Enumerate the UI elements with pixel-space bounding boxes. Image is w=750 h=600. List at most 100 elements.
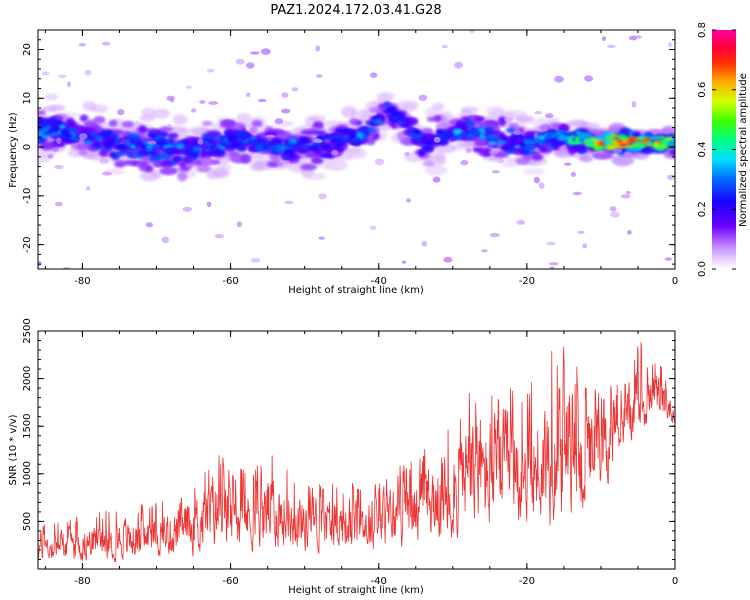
spectrogram-cell xyxy=(546,241,556,246)
spectrogram-cell xyxy=(634,35,643,39)
spectrogram-cell xyxy=(556,135,566,141)
spectrogram-cell xyxy=(201,120,213,127)
spectrogram-cell xyxy=(374,158,385,166)
spectrogram-cell xyxy=(251,136,258,140)
spectrogram-cell xyxy=(167,123,172,128)
spectrogram-cell xyxy=(442,132,450,138)
spectrogram-cell xyxy=(668,140,675,146)
spectrogram-cell xyxy=(469,30,475,33)
spectrogram-cell xyxy=(584,139,594,146)
spectrogram-cell xyxy=(366,138,376,146)
x-tick-label: -80 xyxy=(74,576,90,587)
spectrogram-cell xyxy=(151,108,171,119)
spectrogram-cell xyxy=(79,137,85,145)
spectrogram-cell xyxy=(102,41,111,46)
spectrogram-cell xyxy=(584,75,594,82)
spectrogram-cell xyxy=(52,147,59,152)
spectrogram-cell xyxy=(76,143,90,151)
spectrogram-cell xyxy=(284,200,294,205)
spectrogram-cell xyxy=(117,109,125,116)
spectrogram-cell xyxy=(219,119,236,126)
spectrogram-cell xyxy=(250,258,261,263)
spectrogram-cell xyxy=(294,145,300,151)
spectrogram-cell xyxy=(274,118,284,124)
spectrogram-heatmap xyxy=(38,30,675,269)
spectrogram-cell xyxy=(662,127,675,135)
spectrogram-cell xyxy=(159,166,178,176)
spectrogram-cell xyxy=(504,117,514,123)
spectrogram-cell xyxy=(516,219,526,225)
spectrogram-cell xyxy=(176,143,185,150)
spectrogram-cell xyxy=(422,161,435,167)
spectrogram-cell xyxy=(206,201,212,208)
x-tick-label: -20 xyxy=(519,276,535,287)
spectrogram-cell xyxy=(425,140,434,146)
spectrogram-cell xyxy=(84,70,92,76)
spectrogram-cell xyxy=(473,116,485,122)
spectrogram-cell xyxy=(93,116,106,124)
spectrogram-cell xyxy=(153,152,159,157)
spectrogram-cell xyxy=(601,36,607,41)
spectrogram-cell xyxy=(412,134,421,140)
spectrogram-cell xyxy=(376,92,396,100)
spectrogram-cell xyxy=(40,106,58,113)
spectrogram-cell xyxy=(197,138,204,145)
spectrogram-cell xyxy=(612,148,623,154)
spectrogram-cell xyxy=(548,262,559,266)
spectrogram-cell xyxy=(395,100,420,110)
spectrogram-cell xyxy=(182,206,192,212)
spectrogram-cell xyxy=(305,137,313,145)
spectrogram-cell xyxy=(609,206,617,212)
spectrogram-cell xyxy=(125,141,131,147)
spectrogram-cell xyxy=(578,137,585,143)
spectrogram-cell xyxy=(199,100,206,104)
spectrogram-cell xyxy=(498,116,507,126)
spectrogram-cell xyxy=(246,92,251,98)
spectrogram-cell xyxy=(275,130,292,140)
spectrogram-cell xyxy=(145,222,153,228)
spectrogram-cell xyxy=(606,44,616,48)
snr-y-axis-label: SNR (10 * v/v) xyxy=(8,414,19,485)
spectrogram-cell xyxy=(111,133,120,139)
spectrogram-cell xyxy=(265,134,276,138)
spectrogram-cell xyxy=(611,154,635,167)
spectrogram-cell xyxy=(266,161,278,168)
spectrogram-cell xyxy=(576,122,600,129)
x-tick-label: 0 xyxy=(672,576,678,587)
spectrogram-cell xyxy=(59,124,66,129)
spectrogram-cell xyxy=(497,139,506,146)
spectrogram-cell xyxy=(386,108,394,113)
spectrogram-cell xyxy=(329,138,340,142)
spectrogram-cell xyxy=(355,136,361,143)
spectrogram-cell xyxy=(432,176,441,183)
spectrogram-cell xyxy=(179,157,185,161)
spectrogram-cell xyxy=(129,133,142,138)
spectrogram-cell xyxy=(610,211,620,218)
spectrogram-cell xyxy=(331,149,339,156)
spectrogram-cell xyxy=(254,145,264,151)
spectrogram-cell xyxy=(460,159,469,166)
colorbar-tick-label: 0.0 xyxy=(697,261,708,277)
spectrogram-cell xyxy=(636,141,642,147)
spectrogram-cell xyxy=(147,140,157,145)
spectrogram-cell xyxy=(667,174,675,180)
spectrogram-cell xyxy=(145,165,154,173)
colorbar-tick-label: 0.6 xyxy=(697,82,708,98)
spectrogram-cell xyxy=(187,151,197,155)
spectrogram-cell xyxy=(478,128,486,134)
spectrogram-cell xyxy=(320,153,333,158)
spectrogram-cell xyxy=(38,131,45,137)
y-tick-label: -10 xyxy=(22,188,33,204)
spectrogram-cell xyxy=(315,45,321,52)
spectrogram-cell xyxy=(431,102,445,111)
spectrogram-cell xyxy=(603,139,612,146)
spectrogram-cell xyxy=(170,97,175,103)
spectrogram-cell xyxy=(82,101,97,111)
spectrogram-cell xyxy=(491,170,500,174)
spectrogram-cell xyxy=(114,160,126,168)
spectrogram-cell xyxy=(44,93,59,101)
spectrogram-cell xyxy=(514,115,535,123)
spectrogram-cell xyxy=(318,236,325,240)
spectrogram-cell xyxy=(577,230,585,234)
spectrogram-cell xyxy=(307,145,317,150)
